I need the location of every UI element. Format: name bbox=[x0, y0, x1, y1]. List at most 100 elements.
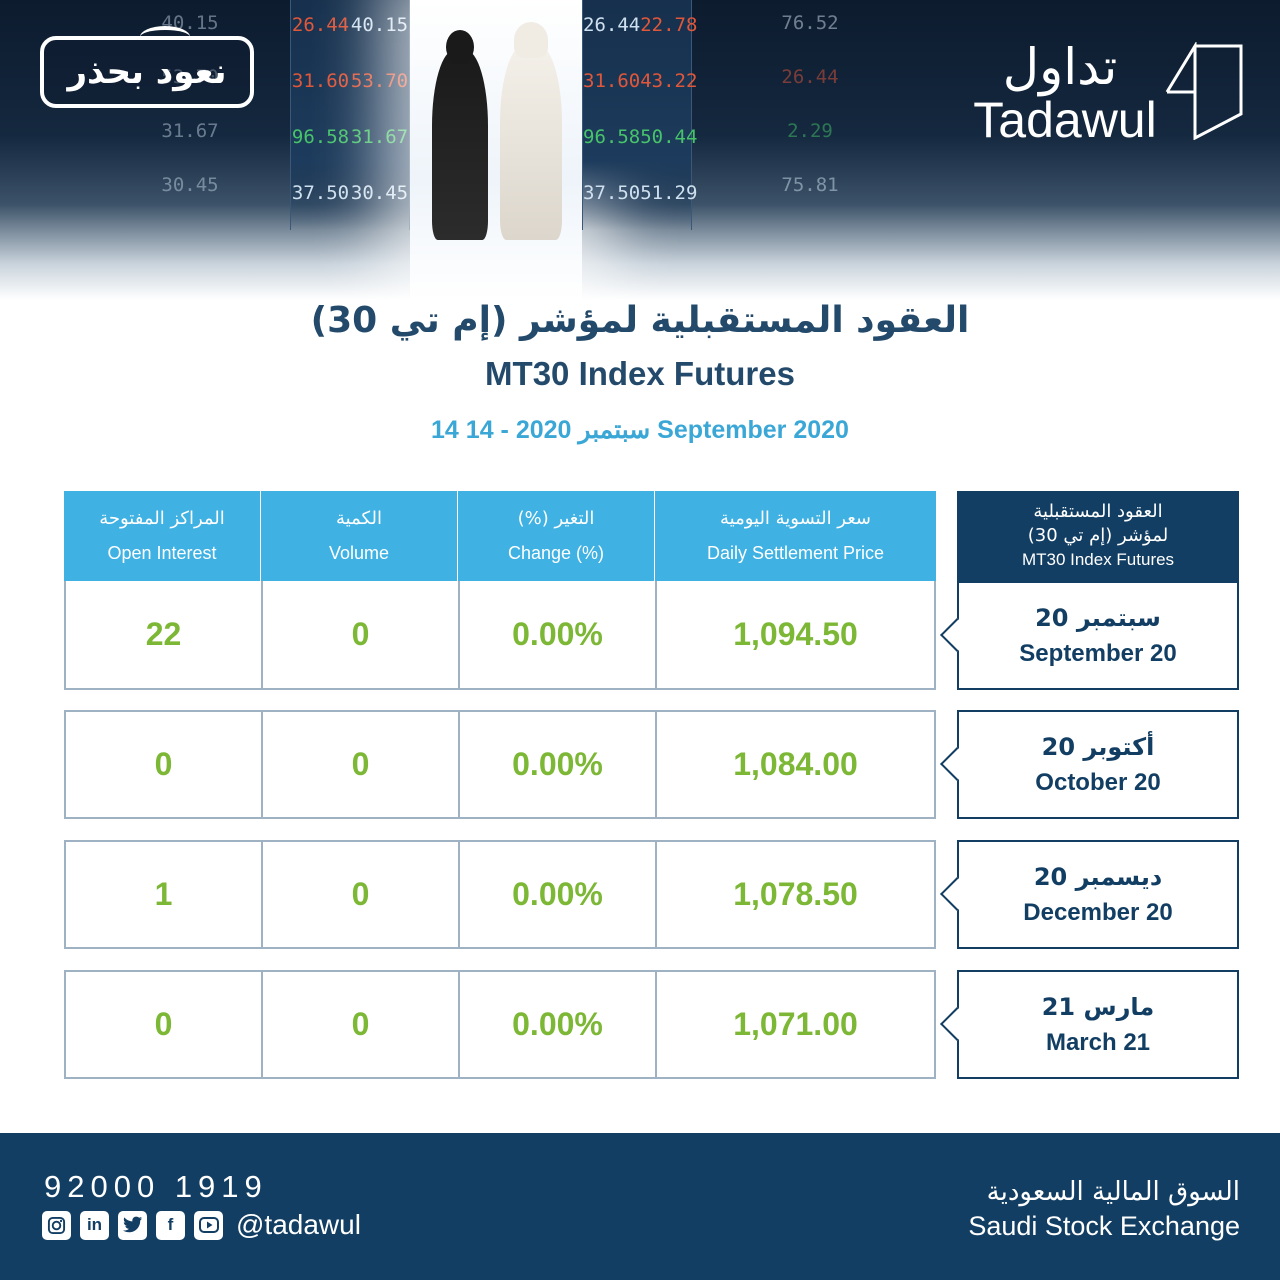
ticker-value: 31.60 bbox=[583, 70, 641, 92]
table-header: المراكز المفتوحة Open Interest الكمية Vo… bbox=[64, 491, 936, 581]
open-interest-value: 22 bbox=[66, 581, 263, 688]
open-interest-value: 0 bbox=[66, 712, 263, 817]
title-arabic: العقود المستقبلية لمؤشر (إم تي 30) bbox=[310, 300, 970, 341]
ticker-board-far-left: 40.15 53.70 31.67 30.45 bbox=[90, 0, 290, 230]
ticker-value: 30.45 bbox=[350, 182, 409, 204]
ticker-value: 96.58 bbox=[291, 126, 350, 148]
settlement-price-value: 1,084.00 bbox=[733, 746, 858, 782]
volume-value: 0 bbox=[263, 842, 460, 947]
ticker-value: 31.60 bbox=[291, 70, 350, 92]
ticker-value: 53.70 bbox=[161, 66, 219, 88]
man-figure bbox=[500, 22, 562, 240]
column-label-en: Open Interest bbox=[107, 543, 217, 563]
social-links: in f @tadawul bbox=[42, 1209, 361, 1241]
ticker-value: 31.67 bbox=[161, 120, 219, 142]
youtube-icon[interactable] bbox=[194, 1210, 223, 1240]
column-change: التغير (%) Change (%) bbox=[458, 491, 655, 581]
ticker-value: 31.67 bbox=[350, 126, 409, 148]
linkedin-icon[interactable]: in bbox=[80, 1210, 109, 1240]
corner-label-en: MT30 Index Futures bbox=[1021, 550, 1175, 569]
exchange-name-en: Saudi Stock Exchange bbox=[968, 1211, 1240, 1241]
twitter-icon[interactable] bbox=[118, 1210, 147, 1240]
logo-english: Tadawul bbox=[973, 92, 1157, 148]
footer: 92000 1919 in f @tadawul السوق المالية ا… bbox=[0, 1133, 1280, 1280]
ticker-value: 26.44 bbox=[583, 14, 641, 36]
column-label-ar: سعر التسوية اليومية bbox=[719, 508, 871, 529]
facebook-icon[interactable]: f bbox=[156, 1210, 185, 1240]
contract-label-ar: سبتمبر 20 bbox=[1035, 603, 1161, 632]
ticker-value: 40.15 bbox=[350, 14, 409, 36]
column-volume: الكمية Volume bbox=[261, 491, 458, 581]
hero-banner: 40.15 53.70 31.67 30.45 26.44 40.15 31.60… bbox=[0, 0, 1280, 300]
badge-text: نعود بحذر bbox=[67, 52, 227, 92]
contract-label: سبتمبر 20 September 20 bbox=[957, 581, 1239, 690]
ticker-value: 75.81 bbox=[781, 174, 839, 196]
settlement-price-value: 1,078.50 bbox=[733, 876, 858, 912]
table-row: 22 0 0.00% 1,094.50 bbox=[64, 581, 936, 690]
ticker-value: 96.58 bbox=[583, 126, 641, 148]
ticker-value: 53.70 bbox=[350, 70, 409, 92]
ticker-board-far-right: 76.52 26.44 2.29 75.81 bbox=[700, 0, 920, 230]
ticker-value: 37.50 bbox=[291, 182, 350, 204]
contract-label: أكتوبر 20 October 20 bbox=[957, 710, 1239, 819]
volume-value: 0 bbox=[263, 581, 460, 688]
column-label-en: Volume bbox=[328, 543, 390, 563]
contract-label-ar: أكتوبر 20 bbox=[1041, 732, 1155, 761]
ticker-value: 22.78 bbox=[640, 14, 698, 36]
ticker-value: 26.44 bbox=[781, 66, 839, 88]
social-handle[interactable]: @tadawul bbox=[236, 1209, 361, 1240]
contract-label-ar: ديسمبر 20 bbox=[1033, 862, 1163, 891]
exchange-name-ar: السوق المالية السعودية bbox=[986, 1177, 1240, 1207]
logo-cube-icon bbox=[1165, 42, 1243, 140]
ticker-value: 37.50 bbox=[583, 182, 641, 204]
ticker-value: 30.45 bbox=[161, 174, 219, 196]
contract-label: مارس 21 March 21 bbox=[957, 970, 1239, 1079]
settlement-price-value: 1,094.50 bbox=[733, 616, 858, 652]
ticker-value: 26.44 bbox=[291, 14, 350, 36]
logo-arabic: تداول bbox=[1002, 38, 1118, 96]
ticker-value: 51.29 bbox=[640, 182, 698, 204]
column-label-ar: التغير (%) bbox=[517, 508, 595, 529]
volume-value: 0 bbox=[263, 972, 460, 1077]
corner-label-ar: العقود المستقبلية bbox=[1033, 501, 1163, 522]
contract-label-en: December 20 bbox=[1023, 898, 1173, 926]
change-value: 0.00% bbox=[460, 581, 657, 688]
change-value: 0.00% bbox=[460, 842, 657, 947]
contract-label: ديسمبر 20 December 20 bbox=[957, 840, 1239, 949]
ticker-value: 50.44 bbox=[640, 126, 698, 148]
column-label-en: Daily Settlement Price bbox=[706, 543, 885, 563]
column-label-ar: الكمية bbox=[336, 508, 382, 529]
table-row: 0 0 0.00% 1,071.00 bbox=[64, 970, 936, 1079]
phone-number[interactable]: 92000 1919 bbox=[44, 1169, 268, 1204]
open-interest-value: 1 bbox=[66, 842, 263, 947]
tadawul-logo: تداول Tadawul bbox=[960, 38, 1243, 150]
ticker-board-right: 26.44 22.78 31.60 43.22 96.58 50.44 37.50 51… bbox=[582, 0, 697, 230]
corner-label-ar: لمؤشر (إم تي 30) bbox=[1027, 525, 1169, 546]
contract-label-en: October 20 bbox=[1035, 768, 1161, 796]
instagram-icon[interactable] bbox=[42, 1210, 71, 1240]
ticker-value: 76.52 bbox=[781, 12, 839, 34]
contract-label-en: September 20 bbox=[1019, 639, 1177, 667]
report-date: 14 سبتمبر 2020 - 14 September 2020 bbox=[431, 416, 849, 444]
open-interest-value: 0 bbox=[66, 972, 263, 1077]
title-english: MT30 Index Futures bbox=[485, 355, 795, 392]
contract-label-ar: مارس 21 bbox=[1041, 992, 1155, 1021]
ticker-value: 43.22 bbox=[640, 70, 698, 92]
contract-label-en: March 21 bbox=[1045, 1028, 1151, 1056]
change-value: 0.00% bbox=[460, 972, 657, 1077]
table-corner-header: العقود المستقبلية لمؤشر (إم تي 30) MT30 … bbox=[957, 491, 1239, 581]
table-row: 1 0 0.00% 1,078.50 bbox=[64, 840, 936, 949]
column-label-ar: المراكز المفتوحة bbox=[99, 508, 225, 529]
settlement-price-value: 1,071.00 bbox=[733, 1006, 858, 1042]
woman-figure bbox=[432, 30, 488, 240]
table-row: 0 0 0.00% 1,084.00 bbox=[64, 710, 936, 819]
volume-value: 0 bbox=[263, 712, 460, 817]
ticker-board-left: 26.44 40.15 31.60 53.70 96.58 31.67 37.50 30… bbox=[290, 0, 410, 230]
change-value: 0.00% bbox=[460, 712, 657, 817]
campaign-badge: نعود بحذر bbox=[40, 26, 254, 108]
ticker-value: 2.29 bbox=[787, 120, 833, 142]
column-settlement-price: سعر التسوية اليومية Daily Settlement Pri… bbox=[655, 491, 936, 581]
column-open-interest: المراكز المفتوحة Open Interest bbox=[64, 491, 261, 581]
mask-icon bbox=[140, 26, 190, 48]
column-label-en: Change (%) bbox=[507, 543, 605, 563]
